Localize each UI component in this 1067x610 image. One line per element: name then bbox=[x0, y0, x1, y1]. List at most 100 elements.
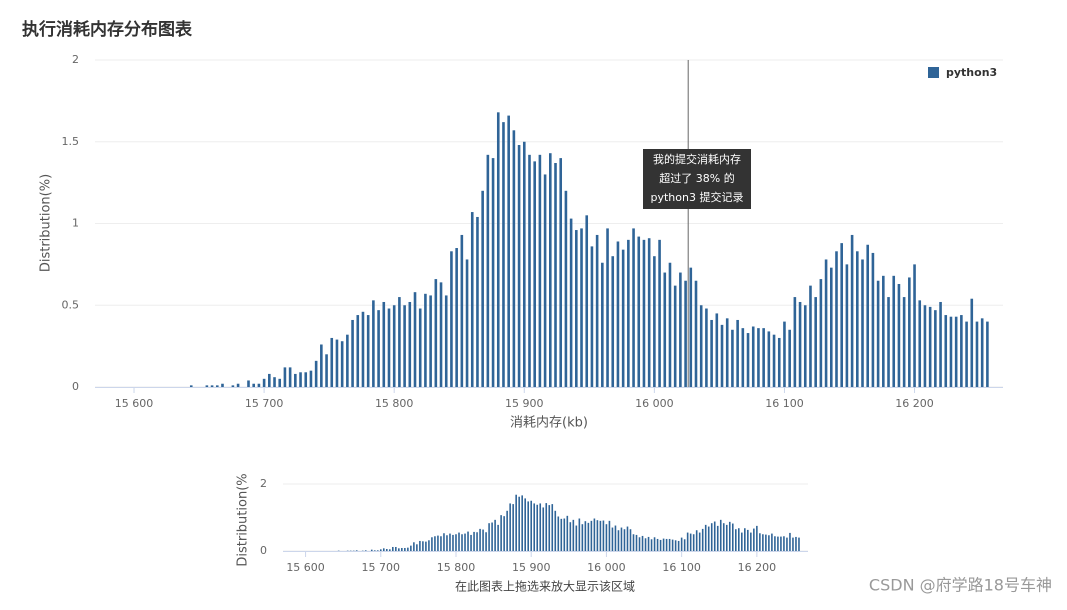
bar bbox=[700, 305, 703, 387]
bar bbox=[435, 279, 438, 387]
navigator-bar bbox=[524, 498, 526, 551]
navigator-bar bbox=[506, 511, 508, 551]
navigator-bar bbox=[786, 538, 788, 551]
navigator-bar bbox=[527, 501, 529, 551]
navigator-bar bbox=[464, 534, 466, 551]
bar bbox=[731, 330, 734, 387]
navigator-bar bbox=[696, 530, 698, 551]
navigator-bar bbox=[732, 524, 734, 551]
navigator-bar bbox=[615, 526, 617, 551]
bar bbox=[247, 380, 250, 387]
navigator-bar bbox=[512, 504, 514, 551]
bar bbox=[955, 317, 958, 387]
bar bbox=[481, 191, 484, 387]
bar bbox=[762, 328, 765, 387]
bar bbox=[716, 313, 719, 387]
bar bbox=[570, 219, 573, 387]
bar bbox=[924, 305, 927, 387]
navigator-bar bbox=[681, 538, 683, 551]
navigator-bar bbox=[582, 524, 584, 551]
bar bbox=[549, 153, 552, 387]
navigator-bar bbox=[738, 528, 740, 551]
bar bbox=[611, 256, 614, 387]
bar bbox=[554, 163, 557, 387]
bar bbox=[918, 300, 921, 387]
navigator-bar bbox=[603, 521, 605, 551]
bar bbox=[466, 259, 469, 387]
navigator-bar bbox=[573, 520, 575, 551]
navigator-bar bbox=[356, 550, 358, 551]
navigator-bar bbox=[762, 534, 764, 551]
bar bbox=[939, 302, 942, 387]
navigator-bar bbox=[503, 516, 505, 551]
navigator-bar bbox=[446, 535, 448, 551]
navigator-bar bbox=[392, 547, 394, 551]
x-tick-label: 16 100 bbox=[765, 397, 804, 410]
bar bbox=[903, 297, 906, 387]
bar bbox=[476, 217, 479, 387]
navigator-bar bbox=[395, 547, 397, 551]
bar bbox=[539, 155, 542, 387]
bar bbox=[544, 174, 547, 387]
bar bbox=[206, 385, 209, 387]
bar bbox=[840, 243, 843, 387]
bar bbox=[913, 264, 916, 387]
navigator-bar bbox=[431, 537, 433, 551]
navigator-bar bbox=[539, 503, 541, 551]
navigator-bar bbox=[404, 548, 406, 551]
bar bbox=[559, 158, 562, 387]
bar bbox=[736, 320, 739, 387]
bar bbox=[684, 281, 687, 387]
bar bbox=[783, 322, 786, 387]
bar bbox=[648, 238, 651, 387]
bar bbox=[252, 384, 255, 387]
navigator-bar bbox=[702, 529, 704, 551]
navigator-bar bbox=[521, 495, 523, 551]
bar bbox=[705, 309, 708, 387]
bar bbox=[445, 295, 448, 387]
bar bbox=[851, 235, 854, 387]
navigator-bar bbox=[792, 538, 794, 551]
navigator-bar bbox=[551, 504, 553, 551]
navigator-bar bbox=[467, 532, 469, 551]
navigator-bar bbox=[699, 533, 701, 551]
bar bbox=[216, 385, 219, 387]
navigator-bar bbox=[717, 526, 719, 551]
bar bbox=[393, 305, 396, 387]
bar bbox=[986, 322, 989, 387]
x-tick-label: 15 800 bbox=[375, 397, 414, 410]
bar bbox=[419, 309, 422, 387]
bar bbox=[403, 305, 406, 387]
bar bbox=[523, 142, 526, 387]
navigator-bar bbox=[636, 535, 638, 551]
bar bbox=[970, 299, 973, 387]
navigator-bar bbox=[690, 534, 692, 551]
navigator-bar bbox=[657, 539, 659, 551]
navigator-bar bbox=[774, 536, 776, 551]
watermark: CSDN @府学路18号车神 bbox=[869, 576, 1052, 595]
navigator-bar bbox=[768, 535, 770, 551]
navigator-bar bbox=[645, 538, 647, 551]
navigator-bar bbox=[410, 546, 412, 551]
bar bbox=[565, 191, 568, 387]
navigator-bar bbox=[750, 533, 752, 551]
bar bbox=[310, 371, 313, 387]
navigator-bar bbox=[741, 533, 743, 551]
tooltip-line: python3 提交记录 bbox=[651, 190, 744, 204]
navigator-bar bbox=[651, 539, 653, 551]
navigator-bar bbox=[591, 521, 593, 551]
navigator-bar bbox=[437, 536, 439, 551]
bar bbox=[757, 328, 760, 387]
navigator-bar bbox=[419, 541, 421, 551]
navigator-bar bbox=[497, 525, 499, 551]
bar bbox=[351, 320, 354, 387]
navigator-bar bbox=[663, 539, 665, 551]
bar bbox=[663, 273, 666, 387]
bar bbox=[492, 158, 495, 387]
navigator-bar bbox=[500, 515, 502, 551]
navigator-bar bbox=[675, 540, 677, 551]
bar bbox=[528, 155, 531, 387]
navigator-bar bbox=[765, 535, 767, 551]
